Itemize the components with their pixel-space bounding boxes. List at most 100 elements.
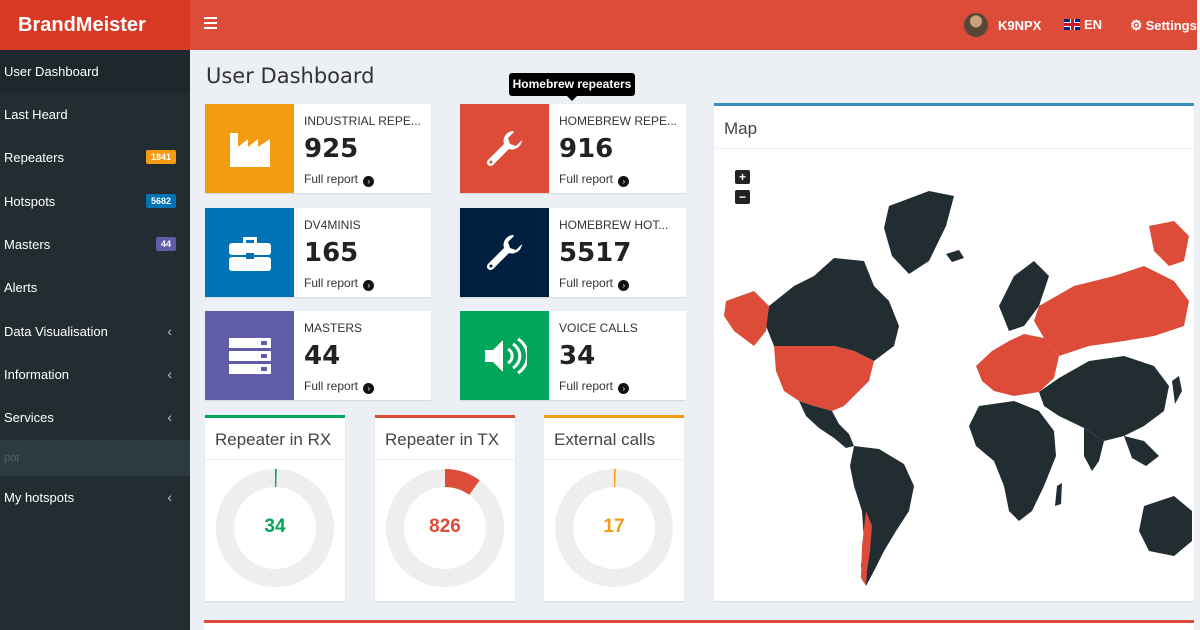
map-region-chile	[861, 511, 872, 586]
gauge-donut	[216, 469, 334, 587]
full-report-link[interactable]: Full report ›	[559, 172, 630, 187]
gauge-donut	[555, 469, 673, 587]
language-selector[interactable]: EN	[1064, 17, 1102, 32]
arrow-circle-right-icon: ›	[363, 280, 375, 291]
sidebar-item-user-dashboard[interactable]: User Dashboard	[0, 50, 190, 93]
sidebar-item-hotspots[interactable]: Hotspots 5682	[0, 180, 190, 223]
infobox-label: HOMEBREW REPE...	[559, 114, 678, 128]
map-region-canada	[766, 258, 899, 361]
infobox-value: 925	[304, 134, 359, 164]
map-region-greenland	[884, 191, 954, 274]
gauge-value: 17	[603, 516, 625, 537]
map-region-se-asia	[1124, 436, 1159, 466]
map-panel: Map + −	[714, 103, 1194, 601]
arrow-circle-right-icon: ›	[363, 176, 375, 187]
arrow-circle-right-icon: ›	[618, 176, 630, 187]
infobox-value: 34	[559, 341, 596, 371]
map-region-russia-east	[1149, 221, 1189, 266]
zoom-out-button[interactable]: −	[735, 190, 750, 204]
gauge-value: 826	[429, 516, 461, 537]
infobox-homebrew-hotspots: HOMEBREW HOT... 5517 Full report ›	[460, 208, 686, 297]
chevron-left-icon: ‹	[167, 409, 172, 425]
wrench-icon	[460, 104, 549, 193]
brand-logo[interactable]: BrandMeister	[0, 0, 190, 50]
zoom-in-button[interactable]: +	[735, 170, 750, 184]
chevron-left-icon: ‹	[167, 366, 172, 382]
page-title: User Dashboard	[206, 64, 375, 88]
map-region-mexico	[799, 401, 854, 448]
gauge-arc	[386, 469, 504, 587]
map-region-australia	[1139, 496, 1192, 556]
full-report-link[interactable]: Full report ›	[559, 276, 630, 291]
gauge-value: 34	[264, 516, 286, 537]
industry-icon	[205, 104, 294, 193]
scrollbar-edge	[1197, 0, 1200, 50]
sidebar-item-masters[interactable]: Masters 44	[0, 223, 190, 266]
sidebar-item-data-visualisation[interactable]: Data Visualisation ‹	[0, 310, 190, 353]
map-region-russia	[1034, 266, 1189, 356]
volume-icon	[460, 311, 549, 400]
map-region-madagascar	[1055, 483, 1062, 506]
wrench-icon	[460, 208, 549, 297]
map-region-alaska	[724, 291, 769, 346]
infobox-label: INDUSTRIAL REPE...	[304, 114, 421, 128]
infobox-label: MASTERS	[304, 321, 363, 335]
full-report-link[interactable]: Full report ›	[304, 379, 375, 394]
language-label: EN	[1084, 17, 1103, 32]
gears-icon: ⚙	[1130, 17, 1143, 33]
gauge-arc	[216, 469, 334, 587]
bottom-panel-edge	[204, 620, 1194, 630]
map-region-india	[1084, 428, 1104, 471]
masters-count-badge: 44	[155, 237, 176, 251]
gauge-arc	[555, 469, 673, 587]
infobox-label: VOICE CALLS	[559, 321, 638, 335]
sidebar-submenu-item[interactable]: pot	[0, 440, 190, 476]
full-report-link[interactable]: Full report ›	[304, 276, 375, 291]
sidebar: User Dashboard Last Heard Repeaters 1841…	[0, 50, 190, 630]
infobox-label: DV4MINIS	[304, 218, 361, 232]
infobox-label: HOMEBREW HOT...	[559, 218, 669, 232]
tooltip: Homebrew repeaters	[509, 73, 635, 101]
arrow-circle-right-icon: ›	[618, 280, 630, 291]
world-map[interactable]	[714, 166, 1194, 596]
sidebar-item-alerts[interactable]: Alerts	[4, 280, 38, 295]
map-region-africa	[969, 401, 1056, 521]
gauge-title: External calls	[554, 430, 656, 449]
map-region-asia	[1039, 356, 1169, 441]
top-navbar: K9NPX EN ⚙ Settings	[190, 0, 1200, 50]
user-menu[interactable]: K9NPX	[964, 13, 1041, 37]
chevron-left-icon: ‹	[167, 323, 172, 339]
infobox-value: 5517	[559, 238, 632, 268]
avatar	[964, 13, 988, 37]
map-region-japan	[1172, 376, 1182, 404]
sidebar-item-services[interactable]: Services ‹	[0, 396, 190, 439]
map-region-scandinavia	[999, 261, 1049, 331]
map-region-usa	[774, 346, 874, 411]
chevron-left-icon: ‹	[167, 489, 172, 505]
map-title: Map	[724, 119, 758, 138]
sidebar-item-repeaters[interactable]: Repeaters 1841	[0, 136, 190, 179]
infobox-dv4minis: DV4MINIS 165 Full report ›	[205, 208, 431, 297]
sidebar-item-my-hotspots[interactable]: My hotspots ‹	[0, 476, 190, 519]
settings-label: Settings	[1145, 18, 1197, 33]
map-region-south-america	[850, 446, 914, 586]
sidebar-toggle-icon[interactable]	[204, 17, 217, 29]
infobox-value: 44	[304, 341, 341, 371]
user-callsign: K9NPX	[998, 17, 1042, 33]
arrow-circle-right-icon: ›	[363, 383, 375, 394]
arrow-circle-right-icon: ›	[618, 383, 630, 394]
sidebar-item-information[interactable]: Information ‹	[0, 353, 190, 396]
gauge-repeater-tx: Repeater in TX 826	[375, 415, 515, 601]
sidebar-item-last-heard[interactable]: Last Heard	[4, 107, 68, 122]
full-report-link[interactable]: Full report ›	[559, 379, 630, 394]
settings-button[interactable]: ⚙ Settings	[1130, 17, 1197, 34]
full-report-link[interactable]: Full report ›	[304, 172, 375, 187]
infobox-value: 916	[559, 134, 614, 164]
infobox-industrial-repeaters: INDUSTRIAL REPE... 925 Full report ›	[205, 104, 431, 193]
gauge-title: Repeater in TX	[385, 430, 500, 449]
gauge-donut	[386, 469, 504, 587]
map-region-europe	[976, 334, 1059, 396]
gauge-repeater-rx: Repeater in RX 34	[205, 415, 345, 601]
infobox-voice-calls: VOICE CALLS 34 Full report ›	[460, 311, 686, 400]
gauge-title: Repeater in RX	[215, 430, 332, 449]
